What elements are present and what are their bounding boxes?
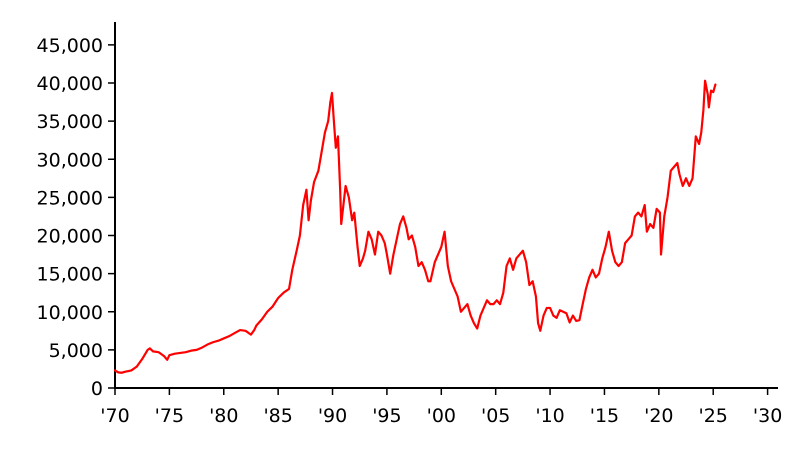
x-tick-label: '30 [753, 405, 782, 427]
y-tick-label: 5,000 [49, 340, 103, 362]
x-tick-label: '20 [644, 405, 673, 427]
x-axis-group: '70 '75 '80 '85 '90 '95 '00 '05 '10 '15 '20 '25 '30 [100, 387, 782, 427]
y-tick-label: 25,000 [37, 187, 103, 209]
y-tick-label: 45,000 [37, 35, 103, 57]
y-tick-label: 15,000 [37, 264, 103, 286]
x-tick-label: '95 [372, 405, 401, 427]
x-tick-label: '75 [155, 405, 184, 427]
y-tick-label: 20,000 [37, 226, 103, 248]
series-line [113, 79, 717, 374]
y-tick-label: 35,000 [37, 111, 103, 133]
x-tick-label: '80 [209, 405, 238, 427]
y-tick-label: 10,000 [37, 302, 103, 324]
y-tick-label: 40,000 [37, 73, 103, 95]
x-tick-label: '70 [100, 405, 129, 427]
x-tick-label: '90 [318, 405, 347, 427]
x-ticks: '70 '75 '80 '85 '90 '95 '00 '05 '10 '15 '20 '25 '30 [100, 388, 782, 427]
x-tick-label: '25 [699, 405, 728, 427]
x-tick-label: '00 [427, 405, 456, 427]
y-tick-label: 0 [91, 378, 103, 400]
y-tick-label: 30,000 [37, 149, 103, 171]
y-ticks: 0 5,000 10,000 15,000 20,000 25,000 30,000 35,0… [37, 35, 115, 400]
x-tick-label: '85 [263, 405, 292, 427]
x-tick-label: '05 [481, 405, 510, 427]
x-tick-label: '10 [535, 405, 564, 427]
series-group [113, 79, 717, 374]
y-axis-group: 0 5,000 10,000 15,000 20,000 25,000 30,000 35,0… [37, 22, 116, 400]
x-tick-label: '15 [590, 405, 619, 427]
